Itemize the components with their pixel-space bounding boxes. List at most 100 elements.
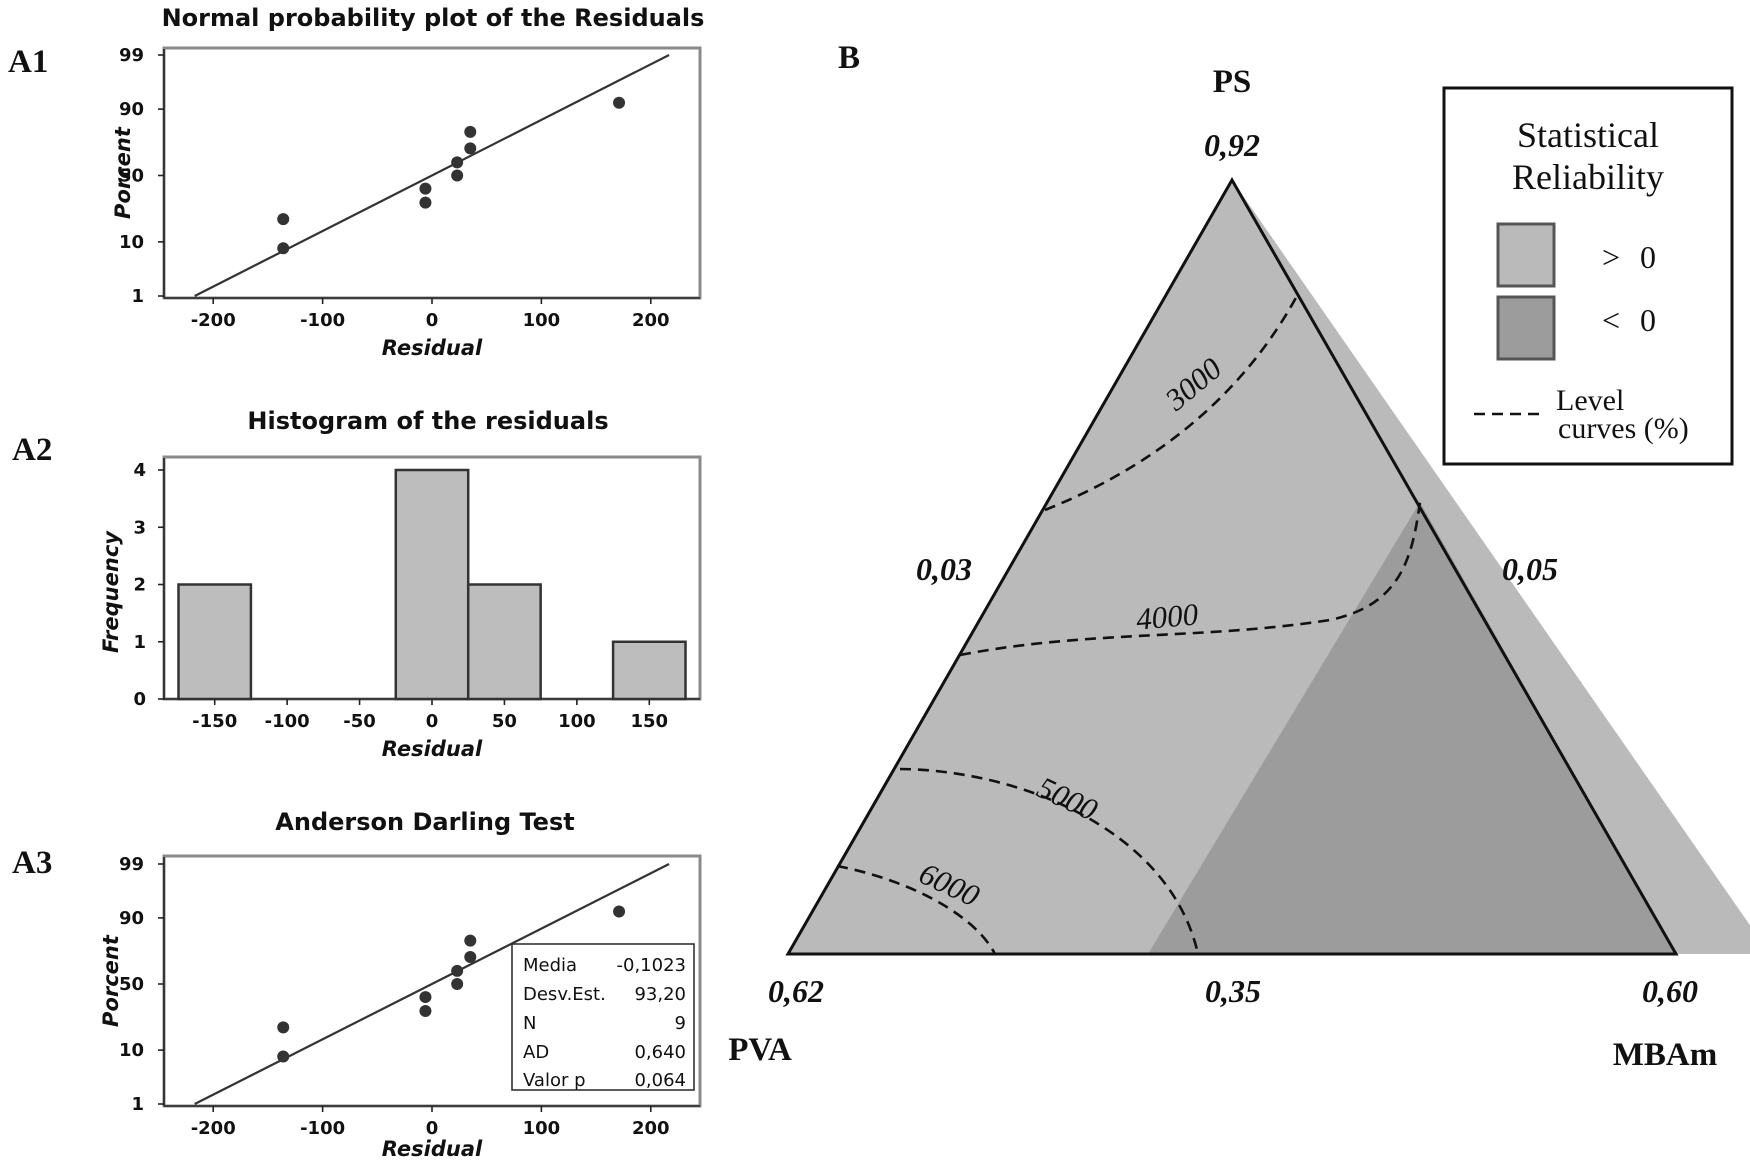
y-tick-label: 50 [119, 974, 144, 995]
stat-value-sd: 93,20 [634, 984, 686, 1005]
x-tick-label: 100 [558, 711, 596, 732]
x-tick-label: -100 [300, 1118, 345, 1139]
contour-label-4000: 4000 [1135, 596, 1200, 636]
y-tick-label: 1 [131, 1094, 144, 1115]
y-tick-label: 90 [119, 908, 144, 929]
a2-y-label: Frequency [99, 530, 123, 653]
x-tick-label: 0 [426, 711, 439, 732]
y-tick-label: 4 [133, 460, 146, 481]
histogram-bar [466, 583, 542, 701]
legend-value-positive: 0 [1640, 239, 1656, 275]
a1-plot-frame [162, 46, 702, 300]
panel-label-a2: A2 [12, 432, 52, 468]
legend: Statistical Reliability > 0 < 0 Level cu… [1442, 86, 1734, 466]
histogram-bar [611, 640, 687, 701]
x-tick-label: -150 [192, 711, 237, 732]
legend-swatch-positive [1496, 222, 1556, 288]
x-tick-label: 50 [492, 711, 517, 732]
data-point [277, 213, 290, 226]
legend-symbol-positive: > [1602, 239, 1620, 275]
vertex-value-pva: 0,62 [768, 973, 824, 1009]
data-point [613, 905, 626, 918]
data-point [277, 1021, 290, 1034]
contour-5000 [899, 767, 1200, 955]
a1-y-label: Porcent [111, 126, 135, 219]
a3-title: Anderson Darling Test [275, 808, 574, 836]
x-tick-label: 0 [426, 1118, 439, 1139]
data-point [451, 978, 464, 990]
data-point [419, 196, 432, 209]
y-tick-label: 3 [133, 517, 146, 538]
panel-label-b: B [838, 40, 860, 76]
a1-title: Normal probability plot of the Residuals [162, 4, 705, 32]
data-point [451, 169, 464, 182]
data-point [277, 242, 290, 255]
legend-title-line1: Statistical [1517, 115, 1659, 155]
region-reliability-negative [1148, 502, 1676, 954]
x-tick-label: -100 [300, 310, 345, 331]
a3-y-label: Porcent [99, 934, 123, 1027]
legend-frame [1442, 86, 1734, 466]
panel-label-a3: A3 [12, 845, 52, 881]
data-point [419, 1005, 432, 1018]
edge-value-bottom: 0,35 [1205, 973, 1261, 1009]
legend-swatch-negative [1496, 295, 1556, 361]
x-tick-label: 100 [523, 1118, 561, 1139]
y-tick-label: 10 [119, 232, 144, 253]
vertex-value-mbam: 0,60 [1642, 973, 1698, 1009]
data-point [451, 964, 464, 977]
vertex-value-ps: 0,92 [1204, 127, 1260, 163]
stat-value-media: -0,1023 [617, 955, 686, 976]
x-tick-label: -50 [343, 711, 376, 732]
vertex-name-mbam: MBAm [1613, 1037, 1717, 1073]
data-point [464, 142, 477, 155]
a3-stats-box: Media -0,1023 Desv.Est. 93,20 N 9 AD 0,6… [511, 943, 695, 1091]
y-tick-label: 50 [119, 166, 144, 187]
contour-6000 [836, 864, 997, 955]
legend-title-line2: Reliability [1512, 157, 1664, 197]
legend-symbol-negative: < [1602, 302, 1620, 338]
y-tick-label: 0 [133, 689, 146, 710]
stat-value-n: 9 [675, 1013, 686, 1034]
edge-value-right: 0,05 [1502, 551, 1558, 587]
a3-fit-line [194, 863, 670, 1105]
x-tick-label: -100 [265, 711, 310, 732]
x-tick-label: 200 [632, 1118, 670, 1139]
legend-value-negative: 0 [1640, 302, 1656, 338]
panel-label-a1: A1 [8, 44, 48, 80]
x-tick-label: 200 [632, 310, 670, 331]
vertex-name-pva: PVA [728, 1032, 792, 1068]
ternary-plot: 3000 4000 5000 6000 PS 0,92 0,03 0,05 0,… [728, 64, 1750, 1073]
stat-label-media: Media [523, 955, 577, 976]
x-tick-label: -200 [191, 310, 236, 331]
y-tick-label: 1 [133, 632, 146, 653]
vertex-name-ps: PS [1213, 64, 1252, 100]
histogram-bar [177, 583, 253, 701]
ternary-outline [785, 176, 1679, 956]
histogram-bar [394, 468, 470, 701]
contour-4000 [959, 501, 1422, 657]
a1-fit-line [194, 54, 670, 297]
y-tick-label: 99 [119, 45, 144, 66]
y-tick-label: 1 [131, 286, 144, 307]
stat-label-pvalue: Valor p [523, 1070, 586, 1091]
data-point [613, 96, 626, 109]
stat-value-pvalue: 0,064 [634, 1070, 686, 1091]
data-point [419, 182, 432, 195]
data-point [277, 1050, 290, 1063]
y-tick-label: 99 [119, 854, 144, 875]
legend-curve-label-line1: Level [1556, 384, 1624, 417]
y-tick-label: 90 [119, 99, 144, 120]
legend-curve-label-line2: curves (%) [1558, 412, 1689, 445]
x-tick-label: 0 [426, 310, 439, 331]
data-point [464, 934, 477, 947]
a1-x-label: Residual [382, 336, 483, 360]
a3-x-label: Residual [382, 1137, 483, 1161]
contour-3000 [1044, 293, 1300, 512]
stat-label-sd: Desv.Est. [523, 984, 606, 1005]
stat-label-n: N [523, 1013, 536, 1034]
y-tick-label: 10 [119, 1040, 144, 1061]
edge-value-left: 0,03 [916, 551, 972, 587]
x-tick-label: -200 [191, 1118, 236, 1139]
